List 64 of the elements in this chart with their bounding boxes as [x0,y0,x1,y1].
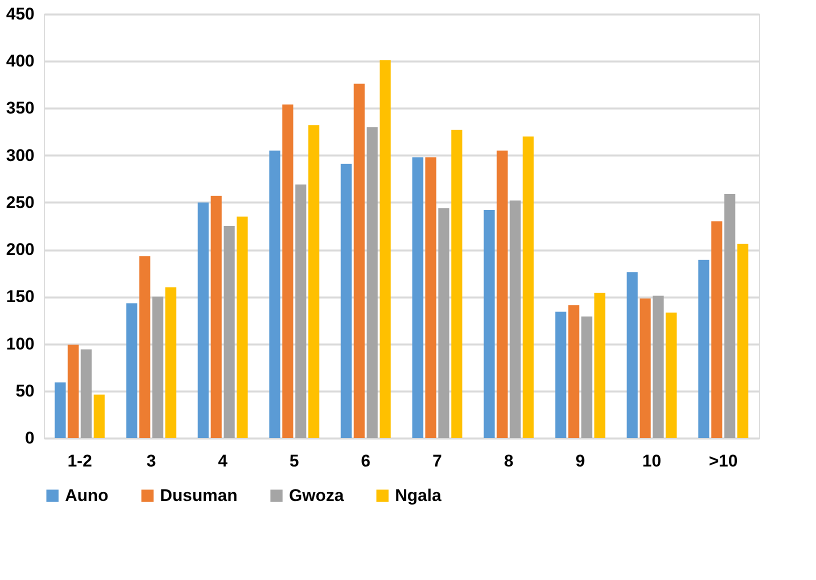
bar [308,125,320,438]
x-tick-label: >10 [708,452,738,470]
bar [126,303,138,438]
y-tick-label: 100 [6,334,34,354]
y-tick-label: 350 [6,98,34,118]
bar [139,256,150,438]
bar [626,272,638,438]
bar [198,202,209,438]
bar [451,130,462,438]
x-tick-label: 6 [361,452,370,470]
bar [380,60,391,438]
bar [652,296,664,438]
x-tick-label: 10 [642,452,662,470]
y-tick-label: 450 [6,4,34,24]
bar [236,216,248,438]
bar [80,349,92,438]
x-tick-label: 5 [290,452,299,470]
y-tick-label: 400 [6,52,34,71]
y-tick-label: 150 [6,287,34,306]
bar [282,104,294,438]
bar [496,150,508,438]
x-tick-label: 8 [504,452,514,470]
bar [224,226,235,438]
y-tick-label: 250 [6,192,34,212]
legend-label: Ngala [395,486,442,505]
bar [269,150,280,438]
bar [484,210,495,438]
bar [68,344,79,438]
y-tick-label: 50 [16,381,34,400]
bar [340,164,352,438]
bar [366,127,378,438]
bar [152,296,164,438]
legend-label: Auno [65,486,108,505]
x-tick-label: 7 [432,452,442,470]
bar [295,184,306,438]
bar [522,136,534,438]
bar [210,196,222,438]
bar [165,287,176,438]
bar [94,394,105,438]
bar [594,292,606,438]
bar [698,260,710,438]
bar [724,194,736,438]
x-tick-label: 1-2 [67,452,92,470]
bar [438,208,450,438]
bar [737,244,748,438]
bar [412,157,424,438]
y-tick-label: 0 [25,428,34,448]
bar [510,200,521,438]
bar [581,316,592,438]
bar [640,298,651,438]
bar [568,305,580,438]
bar [425,157,436,438]
legend-label: Dusuman [160,486,238,505]
x-tick-label: 3 [146,452,156,470]
x-tick-label: 4 [218,452,228,470]
bar [54,382,66,438]
bar [666,312,677,438]
bar [711,221,722,438]
y-tick-label: 300 [6,146,34,165]
x-tick-label: 9 [576,452,585,470]
y-tick-label: 200 [6,240,34,260]
legend-label: Gwoza [289,486,344,505]
bar [555,312,566,438]
bar [354,84,365,438]
